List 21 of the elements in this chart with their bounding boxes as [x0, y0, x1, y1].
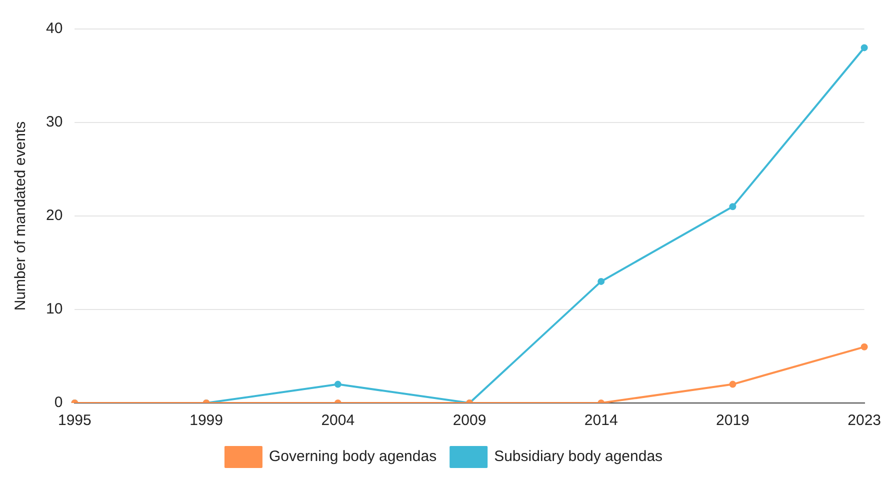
legend-label: Governing body agendas [268, 448, 437, 466]
x-tick-label: 2019 [716, 412, 750, 430]
y-tick-label: 0 [54, 394, 63, 412]
x-tick-label: 1995 [58, 412, 92, 430]
x-tick-label: 1999 [190, 412, 223, 430]
y-axis-title: Number of mandated events [12, 121, 30, 311]
x-tick-label: 2023 [848, 412, 882, 430]
x-tick-label: 2014 [584, 412, 618, 430]
y-tick-label: 30 [46, 114, 63, 131]
x-tick-label: 2009 [452, 412, 486, 430]
point [729, 380, 736, 388]
y-tick-label: 10 [46, 300, 63, 318]
y-tick-label: 40 [46, 20, 63, 38]
point [860, 343, 868, 350]
x-tick-label: 2004 [321, 412, 355, 430]
point [729, 203, 736, 210]
point [860, 44, 868, 52]
legend-label: Subsidiary body agendas [494, 448, 663, 466]
point [598, 278, 605, 285]
point [334, 380, 342, 388]
y-tick-label: 20 [46, 207, 63, 224]
